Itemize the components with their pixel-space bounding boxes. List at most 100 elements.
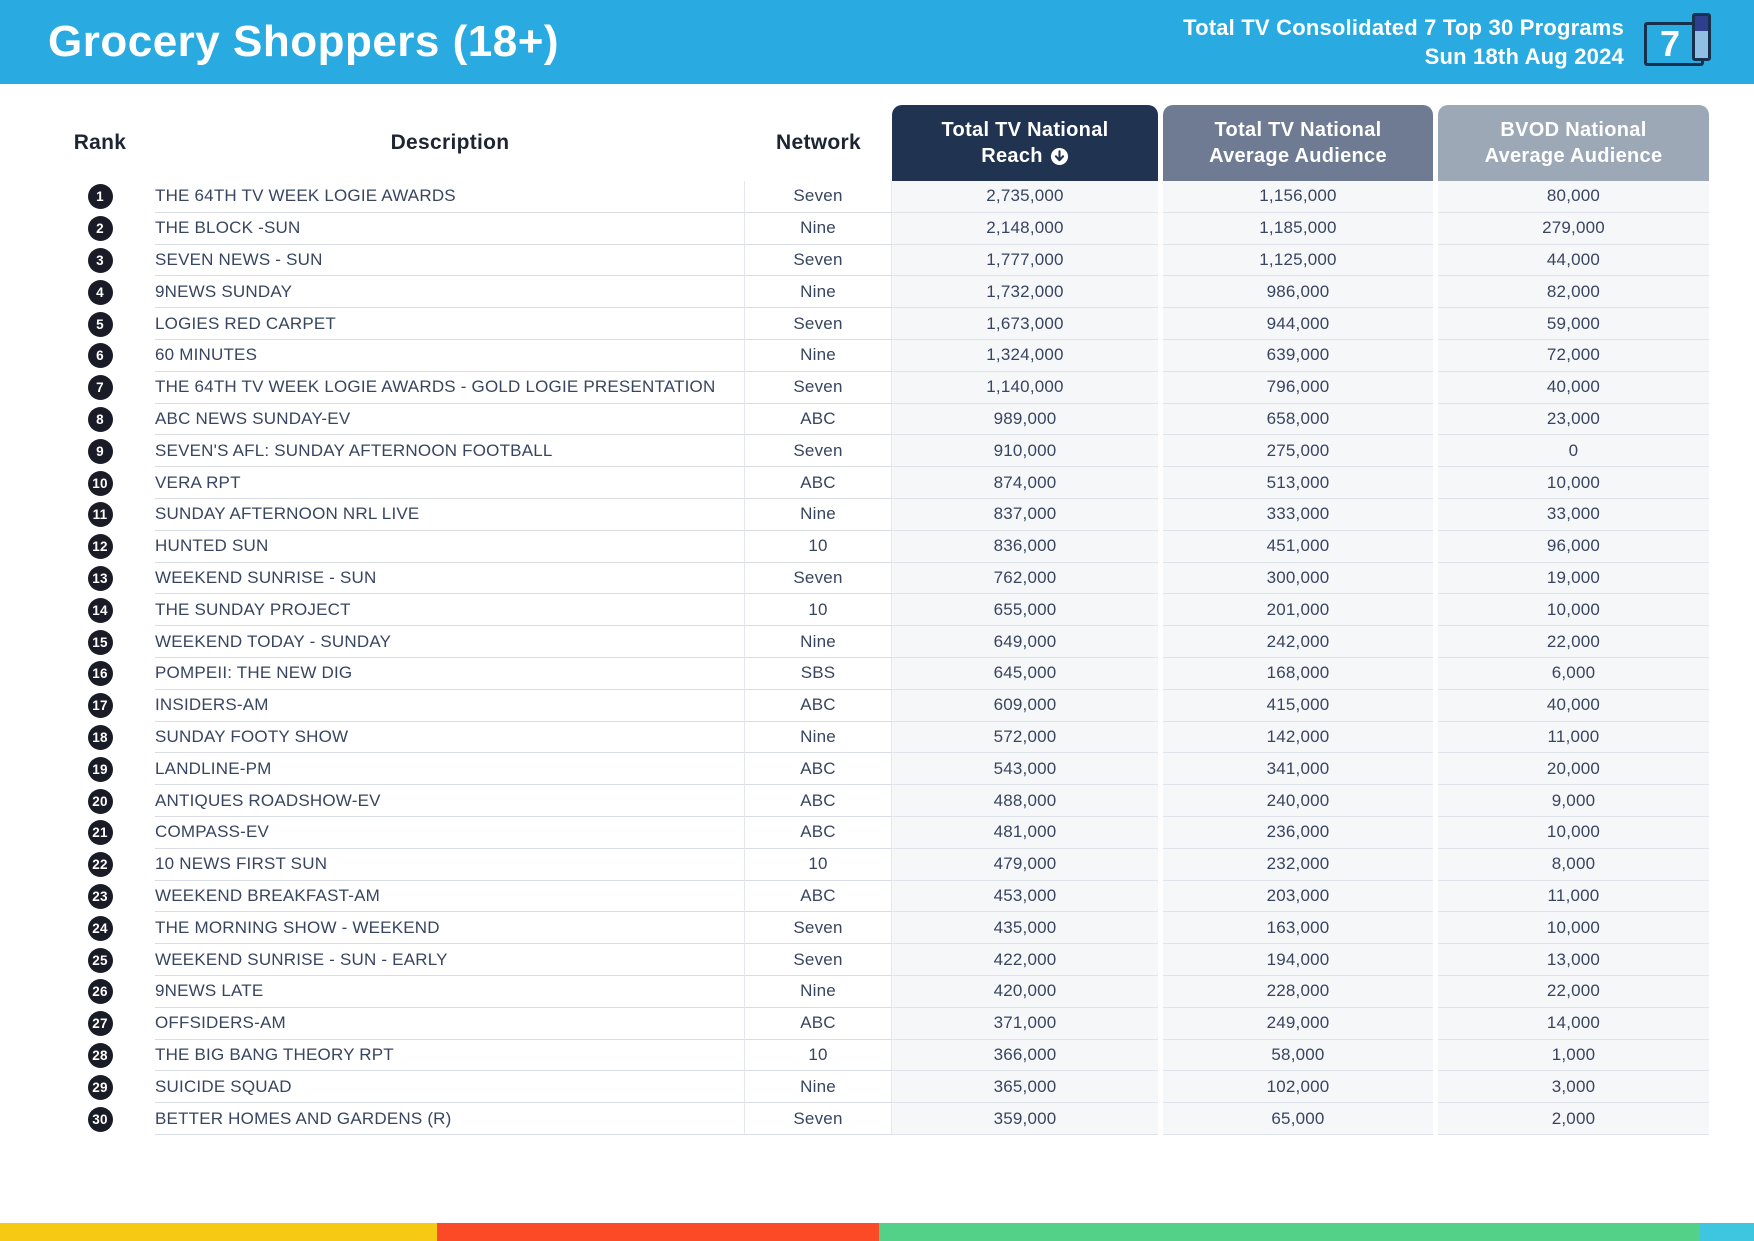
rank-cell: 28: [45, 1040, 155, 1072]
program-description: THE 64TH TV WEEK LOGIE AWARDS: [155, 181, 745, 213]
footer-segment-green: [878, 1223, 1700, 1241]
total-tv-reach-value: 989,000: [892, 403, 1158, 436]
program-description: INSIDERS-AM: [155, 689, 745, 722]
table-row: 3 SEVEN NEWS - SUN Seven 1,777,000 1,125,000…: [45, 244, 1709, 277]
program-description: LOGIES RED CARPET: [155, 308, 745, 340]
total-tv-reach-value: 359,000: [892, 1103, 1158, 1135]
program-network: ABC: [745, 467, 892, 499]
total-tv-average-audience-value: 58,000: [1163, 1039, 1433, 1072]
program-network: ABC: [745, 689, 892, 722]
total-tv-reach-value: 2,148,000: [892, 212, 1158, 245]
logo-seven-text: 7: [1660, 23, 1681, 64]
rank-badge: 8: [87, 406, 113, 432]
footer-color-bar: [0, 1223, 1754, 1241]
program-description: SEVEN'S AFL: SUNDAY AFTERNOON FOOTBALL: [155, 435, 745, 468]
report-subtitle-line2: Sun 18th Aug 2024: [1424, 44, 1624, 69]
bvod-average-audience-value: 72,000: [1438, 339, 1709, 372]
table-row: 10 VERA RPT ABC 874,000 513,000 10,000: [45, 467, 1709, 499]
table-row: 6 60 MINUTES Nine 1,324,000 639,000 72,000: [45, 339, 1709, 372]
rank-cell: 10: [45, 467, 155, 499]
program-description: SUNDAY FOOTY SHOW: [155, 721, 745, 754]
rank-badge: 10: [87, 470, 113, 496]
rank-badge: 9: [87, 438, 113, 464]
total-tv-reach-value: 837,000: [892, 498, 1158, 531]
total-tv-reach-value: 645,000: [892, 657, 1158, 690]
rank-badge: 21: [87, 820, 113, 846]
rank-cell: 4: [45, 276, 155, 308]
program-network: SBS: [745, 657, 892, 690]
total-tv-average-audience-value: 658,000: [1163, 403, 1433, 436]
total-tv-average-audience-value: 142,000: [1163, 721, 1433, 754]
program-description: 9NEWS SUNDAY: [155, 276, 745, 309]
total-tv-reach-value: 910,000: [892, 435, 1158, 468]
total-tv-reach-value: 365,000: [892, 1071, 1158, 1104]
rank-cell: 18: [45, 722, 155, 754]
total-tv-average-audience-value: 944,000: [1163, 308, 1433, 340]
table-row: 14 THE SUNDAY PROJECT 10 655,000 201,000 10,0…: [45, 594, 1709, 627]
total-tv-average-audience-value: 232,000: [1163, 848, 1433, 881]
total-tv-average-audience-value: 201,000: [1163, 594, 1433, 627]
total-tv-reach-value: 649,000: [892, 626, 1158, 658]
rank-badge: 29: [87, 1074, 113, 1100]
bvod-average-audience-value: 10,000: [1438, 467, 1709, 499]
total-tv-reach-value: 655,000: [892, 594, 1158, 627]
bvod-average-audience-value: 40,000: [1438, 689, 1709, 722]
total-tv-average-audience-value: 1,156,000: [1163, 181, 1433, 213]
table-row: 7 THE 64TH TV WEEK LOGIE AWARDS - GOLD LO…: [45, 371, 1709, 404]
rank-cell: 26: [45, 976, 155, 1008]
rank-cell: 1: [45, 181, 155, 213]
table-row: 29 SUICIDE SQUAD Nine 365,000 102,000 3,000: [45, 1071, 1709, 1104]
table-row: 9 SEVEN'S AFL: SUNDAY AFTERNOON FOOTBALL S…: [45, 435, 1709, 468]
program-network: Seven: [745, 944, 892, 976]
rank-badge: 20: [87, 788, 113, 814]
program-description: HUNTED SUN: [155, 530, 745, 563]
program-network: 10: [745, 594, 892, 627]
rank-cell: 20: [45, 785, 155, 817]
report-subtitle: Total TV Consolidated 7 Top 30 Programs …: [1183, 13, 1642, 71]
program-network: ABC: [745, 753, 892, 786]
rank-cell: 11: [45, 499, 155, 531]
table-row: 12 HUNTED SUN 10 836,000 451,000 96,000: [45, 530, 1709, 563]
total-tv-average-audience-value: 639,000: [1163, 339, 1433, 372]
total-tv-reach-value: 609,000: [892, 689, 1158, 722]
table-row: 13 WEEKEND SUNRISE - SUN Seven 762,000 300,0…: [45, 562, 1709, 595]
program-description: THE BIG BANG THEORY RPT: [155, 1039, 745, 1072]
program-description: COMPASS-EV: [155, 816, 745, 849]
bvod-average-audience-value: 11,000: [1438, 721, 1709, 754]
rank-badge: 17: [87, 693, 113, 719]
program-network: ABC: [745, 880, 892, 913]
bvod-average-audience-value: 3,000: [1438, 1071, 1709, 1104]
table-row: 4 9NEWS SUNDAY Nine 1,732,000 986,000 82,000: [45, 276, 1709, 309]
bvod-average-audience-value: 14,000: [1438, 1007, 1709, 1040]
table-row: 16 POMPEII: THE NEW DIG SBS 645,000 168,000 6…: [45, 657, 1709, 690]
rank-cell: 16: [45, 658, 155, 690]
rank-cell: 6: [45, 340, 155, 372]
bvod-average-audience-value: 59,000: [1438, 308, 1709, 340]
bvod-average-audience-value: 96,000: [1438, 530, 1709, 563]
column-header-total-tv-reach[interactable]: Total TV National Reach: [892, 105, 1158, 181]
program-network: ABC: [745, 1007, 892, 1040]
total-tv-reach-value: 1,673,000: [892, 308, 1158, 340]
total-tv-reach-value: 479,000: [892, 848, 1158, 881]
top-banner: Grocery Shoppers (18+) Total TV Consolid…: [0, 0, 1754, 84]
rank-badge: 22: [87, 852, 113, 878]
rank-cell: 2: [45, 213, 155, 245]
total-tv-average-audience-value: 163,000: [1163, 912, 1433, 945]
sort-descending-icon: [1050, 147, 1068, 165]
total-tv-reach-value: 422,000: [892, 944, 1158, 976]
total-tv-reach-value: 2,735,000: [892, 181, 1158, 213]
bvod-average-audience-value: 80,000: [1438, 181, 1709, 213]
total-tv-average-audience-value: 986,000: [1163, 276, 1433, 309]
rank-badge: 16: [87, 661, 113, 687]
program-network: 10: [745, 848, 892, 881]
program-network: Seven: [745, 435, 892, 468]
rank-cell: 7: [45, 372, 155, 404]
total-tv-reach-value: 488,000: [892, 785, 1158, 817]
table-row: 2 THE BLOCK -SUN Nine 2,148,000 1,185,000 279…: [45, 212, 1709, 245]
rank-cell: 9: [45, 435, 155, 467]
table-row: 25 WEEKEND SUNRISE - SUN - EARLY Seven 422,…: [45, 944, 1709, 976]
rank-cell: 25: [45, 944, 155, 976]
program-network: Seven: [745, 308, 892, 340]
total-tv-average-audience-value: 168,000: [1163, 657, 1433, 690]
total-tv-reach-value: 762,000: [892, 562, 1158, 595]
